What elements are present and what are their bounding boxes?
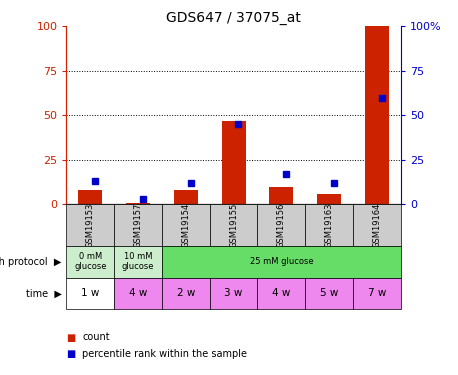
- Text: 7 w: 7 w: [368, 288, 386, 298]
- Bar: [257, 278, 305, 309]
- Text: GSM19154: GSM19154: [181, 202, 191, 248]
- Bar: [114, 278, 162, 309]
- Text: 4 w: 4 w: [272, 288, 290, 298]
- Text: GSM19163: GSM19163: [325, 202, 333, 248]
- Bar: [210, 278, 257, 309]
- Bar: [126, 202, 150, 204]
- Text: count: count: [82, 333, 110, 342]
- Text: 10 mM
glucose: 10 mM glucose: [122, 252, 154, 271]
- Bar: [257, 204, 305, 246]
- Text: GSM19164: GSM19164: [372, 202, 382, 248]
- Bar: [162, 278, 210, 309]
- Text: GSM19156: GSM19156: [277, 202, 286, 248]
- Bar: [174, 190, 198, 204]
- Bar: [353, 278, 401, 309]
- Bar: [353, 204, 401, 246]
- Bar: [210, 204, 257, 246]
- Bar: [305, 204, 353, 246]
- Text: 4 w: 4 w: [129, 288, 147, 298]
- Bar: [222, 121, 245, 204]
- Bar: [305, 278, 353, 309]
- Bar: [269, 187, 293, 204]
- Text: percentile rank within the sample: percentile rank within the sample: [82, 350, 247, 359]
- Text: time  ▶: time ▶: [26, 288, 62, 298]
- Bar: [162, 204, 210, 246]
- Bar: [66, 204, 114, 246]
- Text: 3 w: 3 w: [224, 288, 243, 298]
- Text: GSM19153: GSM19153: [86, 202, 95, 248]
- Text: 0 mM
glucose: 0 mM glucose: [74, 252, 107, 271]
- Text: growth protocol  ▶: growth protocol ▶: [0, 256, 62, 267]
- Text: 2 w: 2 w: [177, 288, 195, 298]
- Text: 5 w: 5 w: [320, 288, 338, 298]
- Bar: [114, 246, 162, 278]
- Bar: [66, 246, 114, 278]
- Bar: [114, 204, 162, 246]
- Bar: [162, 246, 401, 278]
- Text: ■: ■: [66, 333, 76, 342]
- Text: GSM19157: GSM19157: [134, 202, 142, 248]
- Bar: [66, 278, 114, 309]
- Text: ■: ■: [66, 350, 76, 359]
- Bar: [365, 26, 389, 204]
- Bar: [78, 190, 102, 204]
- Text: GSM19155: GSM19155: [229, 202, 238, 248]
- Text: 25 mM glucose: 25 mM glucose: [250, 257, 313, 266]
- Title: GDS647 / 37075_at: GDS647 / 37075_at: [166, 11, 301, 25]
- Bar: [317, 194, 341, 204]
- Text: 1 w: 1 w: [81, 288, 99, 298]
